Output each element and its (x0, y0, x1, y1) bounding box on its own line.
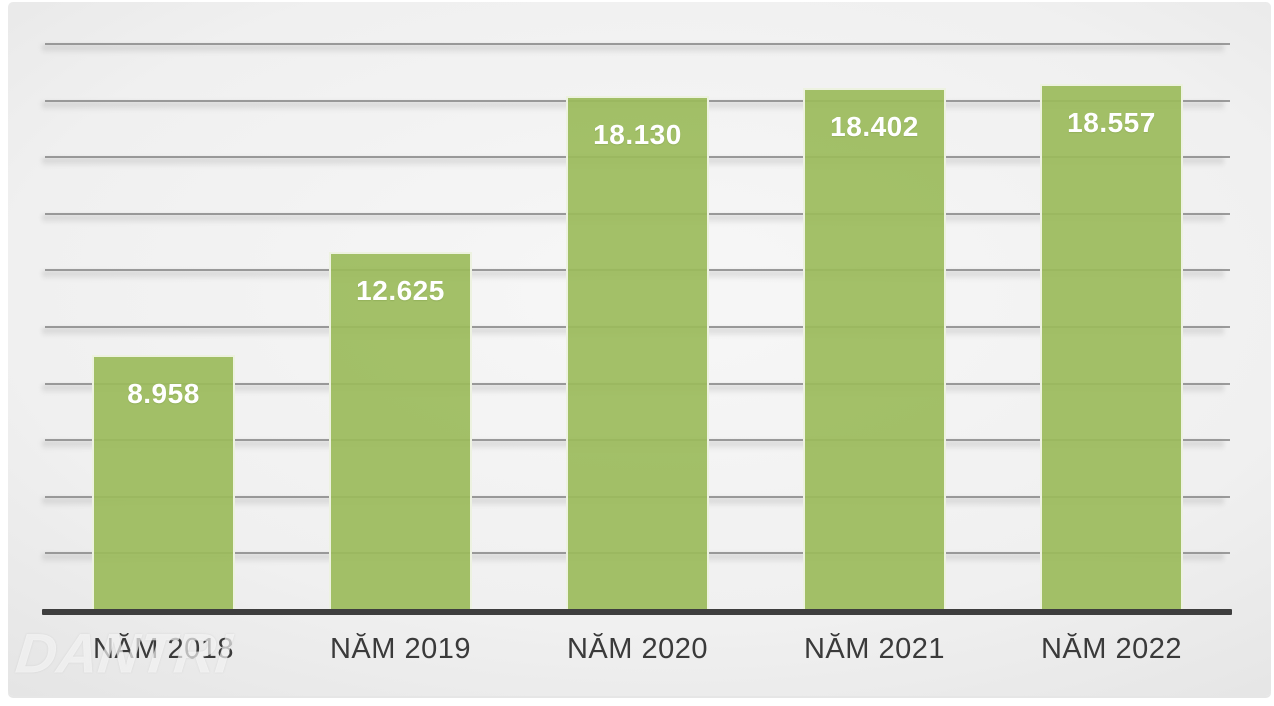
bar-slot: 18.557 (993, 43, 1230, 609)
bar-series: 8.958 12.625 18.130 18.402 18.55 (45, 43, 1230, 609)
x-axis-label: NĂM 2020 (566, 633, 708, 665)
x-axis-label: NĂM 2021 (803, 633, 945, 665)
x-axis-line (42, 609, 1232, 615)
dantri-watermark-logo: DANTRI (12, 622, 235, 686)
bar: 18.130 (566, 96, 709, 609)
bar: 12.625 (329, 252, 472, 609)
bar-value-label: 18.557 (1067, 107, 1156, 138)
bar-value-label: 8.958 (127, 378, 200, 409)
bar-value-label: 18.130 (593, 119, 682, 150)
bar-slot: 12.625 (282, 43, 519, 609)
x-axis-label: NĂM 2019 (329, 633, 471, 665)
bar: 18.402 (803, 88, 946, 609)
x-axis-label: NĂM 2018 (92, 633, 234, 665)
bar: 18.557 (1040, 84, 1183, 609)
bar-slot: 8.958 (45, 43, 282, 609)
bar-value-label: 12.625 (356, 275, 445, 306)
bar: 8.958 (92, 355, 235, 609)
bar-value-label: 18.402 (830, 111, 919, 142)
x-axis-labels: NĂM 2018 NĂM 2019 NĂM 2020 NĂM 2021 NĂM … (45, 633, 1230, 666)
plot-area: 8.958 12.625 18.130 18.402 18.55 (45, 43, 1230, 609)
bar-slot: 18.130 (519, 43, 756, 609)
bar-slot: 18.402 (756, 43, 993, 609)
gridline (45, 43, 1230, 45)
x-axis-label: NĂM 2022 (1040, 633, 1182, 665)
